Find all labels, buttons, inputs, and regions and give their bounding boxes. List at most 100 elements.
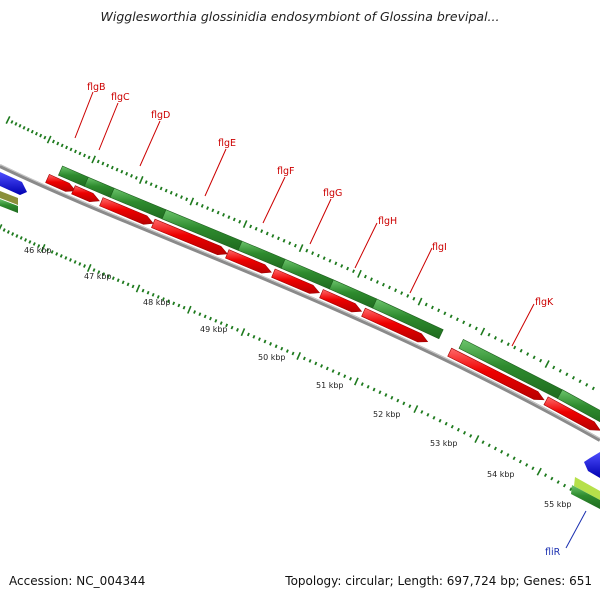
genome-summary-text: Topology: circular; Length: 697,724 bp; …	[285, 574, 592, 588]
minor-tick	[328, 258, 332, 263]
gene-label-leader	[354, 222, 378, 269]
reverse-cds-arrow	[71, 185, 100, 203]
minor-tick	[539, 358, 543, 363]
minor-tick	[285, 349, 289, 353]
minor-tick	[406, 294, 410, 298]
minor-tick	[378, 390, 382, 395]
minor-tick	[518, 459, 522, 464]
minor-tick	[282, 238, 286, 243]
minor-tick	[334, 261, 338, 266]
minor-tick	[167, 299, 170, 304]
minor-tick	[18, 124, 22, 128]
minor-tick	[487, 332, 491, 337]
gene-label-flgH: flgH	[378, 216, 397, 227]
reverse-cds-arrow	[45, 174, 77, 192]
minor-tick	[154, 184, 158, 189]
minor-tick	[116, 278, 120, 283]
minor-tick	[381, 282, 385, 287]
minor-tick	[159, 186, 163, 191]
minor-tick	[390, 395, 394, 400]
genome-title: Wigglesworthia glossinidia endosymbiont …	[100, 9, 500, 24]
major-tick	[40, 243, 46, 252]
minor-tick	[141, 288, 145, 293]
forward-gene-segment	[557, 389, 600, 423]
minor-tick	[280, 346, 284, 351]
minor-tick	[121, 280, 125, 285]
major-tick	[46, 135, 52, 144]
minor-tick	[506, 453, 510, 457]
minor-tick	[2, 228, 6, 232]
minor-tick	[185, 197, 189, 202]
green-gene-right	[571, 485, 600, 509]
genome-backbone-highlight	[0, 164, 600, 439]
major-tick	[474, 435, 480, 443]
minor-tick	[106, 163, 110, 168]
minor-tick	[172, 301, 176, 306]
major-tick	[240, 328, 246, 337]
minor-tick	[402, 401, 406, 406]
minor-tick	[130, 173, 133, 178]
gene-label-fliR: fliR	[545, 547, 561, 558]
minor-tick	[101, 161, 105, 166]
minor-tick	[260, 229, 264, 233]
minor-tick	[106, 274, 110, 278]
minor-tick	[65, 145, 69, 150]
kbp-label: 55 kbp	[544, 500, 572, 509]
minor-tick	[444, 421, 448, 426]
minor-tick	[500, 449, 504, 454]
minor-tick	[340, 264, 344, 268]
minor-tick	[532, 355, 536, 360]
minor-tick	[32, 242, 36, 246]
minor-tick	[352, 269, 356, 274]
minor-tick	[209, 316, 212, 321]
gene-label-flgC: flgC	[111, 92, 130, 103]
minor-tick	[513, 345, 517, 350]
minor-tick	[384, 393, 388, 397]
minor-tick	[55, 252, 59, 256]
reverse-cds-arrow	[319, 289, 363, 313]
minor-tick	[15, 234, 19, 238]
kbp-label: 46 kbp	[24, 246, 52, 255]
minor-tick	[302, 356, 306, 361]
minor-tick	[225, 323, 229, 328]
minor-tick	[424, 302, 428, 307]
minor-tick	[182, 305, 186, 310]
genome-backbone	[0, 164, 600, 442]
reverse-cds-arrow	[99, 197, 154, 225]
minor-tick	[51, 139, 55, 144]
minor-tick	[519, 348, 523, 353]
minor-tick	[151, 292, 155, 297]
minor-tick	[149, 182, 153, 187]
reverse-cds-track	[45, 174, 600, 431]
inner-tick-ring	[0, 224, 586, 499]
minor-tick	[311, 251, 315, 255]
minor-tick	[585, 383, 589, 387]
minor-tick	[125, 171, 129, 176]
left-edge-genes	[0, 172, 27, 213]
minor-tick	[144, 180, 148, 184]
minor-tick	[288, 241, 292, 246]
minor-tick	[506, 342, 510, 347]
gene-label-flgK: flgK	[535, 297, 554, 308]
gene-label-leader	[74, 91, 94, 139]
minor-tick	[56, 141, 60, 146]
minor-tick	[263, 339, 267, 344]
minor-tick	[164, 188, 168, 193]
minor-tick	[543, 473, 548, 477]
gene-label-leader	[309, 198, 332, 245]
minor-tick	[216, 210, 220, 215]
minor-tick	[134, 176, 138, 180]
minor-tick	[462, 320, 466, 325]
minor-tick	[46, 248, 50, 252]
minor-tick	[60, 143, 64, 148]
minor-tick	[314, 361, 318, 366]
reverse-cds-arrow	[271, 268, 321, 294]
gene-label-leader	[409, 247, 433, 294]
minor-tick	[254, 226, 258, 231]
minor-tick	[59, 254, 63, 258]
minor-tick	[331, 369, 335, 373]
minor-tick	[394, 288, 398, 293]
minor-tick	[83, 153, 86, 158]
minor-tick	[161, 297, 165, 301]
